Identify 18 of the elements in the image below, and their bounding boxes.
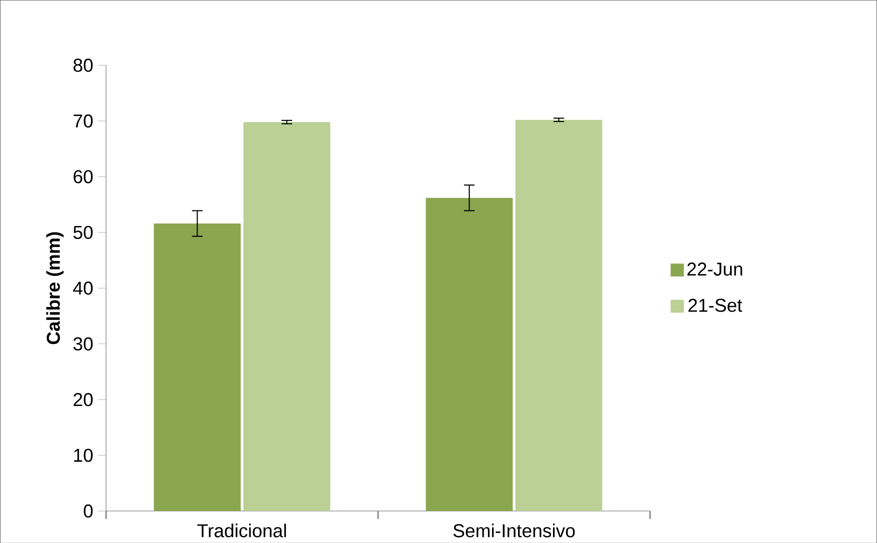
x-tick-label: Tradicional	[197, 523, 286, 538]
y-axis-title: Calibre (mm)	[46, 232, 64, 344]
y-tick-label: 20	[74, 392, 93, 406]
y-tick-label: 80	[74, 58, 93, 72]
y-tick-label: 30	[73, 337, 93, 350]
legend-label: 21-Set	[688, 298, 742, 312]
bar	[243, 122, 330, 511]
bar	[154, 223, 241, 511]
y-tick-label: 40	[73, 281, 93, 295]
y-tick-label: 10	[74, 448, 93, 462]
y-tick-label: 0	[84, 504, 93, 518]
legend-label: 22-Jun	[687, 262, 742, 276]
y-tick-label: 60	[74, 170, 93, 184]
y-tick-label: 50	[73, 226, 93, 239]
x-tick-label: Semi-Intensivo	[453, 523, 575, 538]
y-tick-label: 70	[74, 114, 93, 128]
bar	[515, 120, 602, 511]
bar	[426, 198, 513, 511]
